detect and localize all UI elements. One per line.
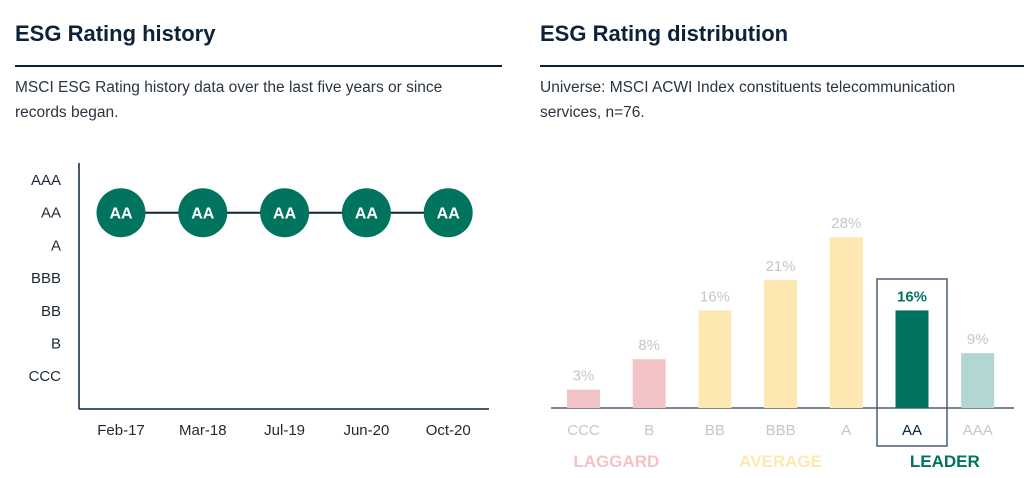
- group-label: LAGGARD: [573, 452, 659, 471]
- rating-point-label: AA: [273, 206, 297, 223]
- bar-value-label: 16%: [700, 288, 730, 305]
- y-tick-label: CCC: [29, 368, 62, 385]
- x-tick-label: AAA: [963, 422, 993, 439]
- y-tick-label: A: [51, 237, 61, 254]
- description-line: records began.: [15, 104, 119, 121]
- rating-history-description: MSCI ESG Rating history data over the la…: [15, 75, 442, 125]
- rating-point: [178, 188, 228, 238]
- rating-point-label: AA: [109, 206, 133, 223]
- bar-value-label: 21%: [766, 258, 796, 275]
- rating-distribution-description: Universe: MSCI ACWI Index constituents t…: [540, 75, 955, 125]
- description-line: MSCI ESG Rating history data over the la…: [15, 79, 443, 96]
- bar-value-label: 16%: [897, 288, 927, 305]
- title-divider: [540, 65, 1024, 67]
- bar-value-label: 28%: [831, 215, 861, 232]
- group-label: LEADER: [910, 452, 980, 471]
- x-tick-label: CCC: [567, 422, 600, 439]
- title-divider: [15, 65, 502, 67]
- rating-point: [341, 188, 391, 238]
- rating-point: [260, 188, 310, 238]
- y-tick-label: BBB: [31, 270, 61, 287]
- x-tick-label: Feb-17: [97, 422, 145, 439]
- x-tick-label: AA: [902, 422, 922, 439]
- x-tick-label: Jul-19: [264, 422, 305, 439]
- description-line: services, n=76.: [540, 104, 645, 121]
- x-tick-label: Mar-18: [179, 422, 227, 439]
- x-tick-label: A: [841, 422, 851, 439]
- distribution-bar: [698, 310, 732, 408]
- rating-distribution-title: ESG Rating distribution: [540, 21, 789, 46]
- y-tick-label: B: [51, 336, 61, 353]
- distribution-bar: [764, 279, 798, 408]
- highlight-box: [876, 278, 948, 447]
- description-line: Universe: MSCI ACWI Index constituents t…: [540, 79, 956, 96]
- x-tick-label: B: [644, 422, 654, 439]
- y-tick-label: AAA: [31, 172, 61, 189]
- x-tick-label: Oct-20: [426, 422, 471, 439]
- distribution-bar: [961, 353, 995, 408]
- rating-point-label: AA: [355, 206, 379, 223]
- x-tick-label: Jun-20: [343, 422, 389, 439]
- rating-point-label: AA: [191, 206, 215, 223]
- group-label: AVERAGE: [739, 452, 822, 471]
- distribution-bar: [632, 359, 666, 408]
- bar-value-label: 9%: [967, 331, 989, 348]
- rating-point: [423, 188, 473, 238]
- bar-value-label: 3%: [573, 368, 595, 385]
- y-tick-label: BB: [41, 303, 61, 320]
- distribution-bar: [567, 389, 600, 408]
- distribution-bar: [829, 237, 863, 408]
- rating-point-label: AA: [437, 206, 461, 223]
- x-tick-label: BB: [705, 422, 725, 439]
- bar-value-label: 8%: [638, 337, 660, 354]
- x-tick-label: BBB: [766, 422, 796, 439]
- y-tick-label: AA: [41, 205, 61, 222]
- rating-point: [96, 188, 146, 238]
- distribution-bar: [895, 310, 929, 408]
- rating-history-title: ESG Rating history: [15, 21, 216, 46]
